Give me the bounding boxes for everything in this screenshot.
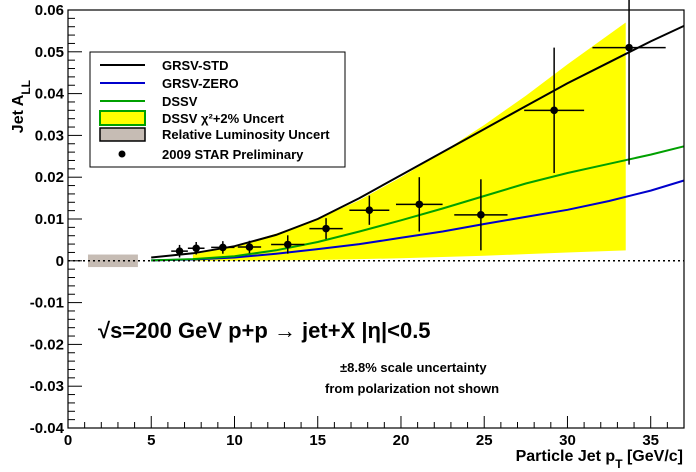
data-marker [219,244,227,252]
legend-label-band: DSSV χ²+2% Uncert [162,111,285,126]
x-tick-label: 15 [309,432,326,449]
data-marker [176,247,184,255]
y-tick-label: 0.05 [35,44,64,61]
legend-swatch-lumi [100,128,145,141]
data-marker [550,107,558,115]
legend-label-dssv: DSSV [162,94,198,109]
data-marker [366,206,374,214]
lumi-box-layer [88,255,138,268]
relative-luminosity-box [88,255,138,268]
y-tick-label: 0.03 [35,127,64,144]
y-tick-label: 0.04 [35,86,65,103]
x-tick-label: 10 [226,432,243,449]
legend-label-grsv-std: GRSV-STD [162,58,228,73]
y-tick-label: 0.06 [35,2,64,19]
x-axis-title: Particle Jet pT [GeV/c] [516,448,683,471]
x-tick-label: 0 [64,432,72,449]
data-marker [284,241,292,249]
y-tick-label: -0.04 [30,420,65,437]
y-axis-title: Jet ALL [10,80,33,133]
y-tick-label: -0.02 [30,336,64,353]
scale-uncertainty-line1: ±8.8% scale uncertainty [340,360,487,375]
legend-label-lumi: Relative Luminosity Uncert [162,127,330,142]
x-tick-label: 5 [147,432,155,449]
x-tick-label: 35 [642,432,659,449]
data-marker [415,201,423,209]
y-axis-title-main: Jet A [10,94,27,133]
chart: 0 5 10 15 20 25 30 35 -0.04 -0.03 -0.02 -0.01 0 0.01 0… [0,0,696,472]
y-tick-label: 0.02 [35,169,64,186]
x-axis-title-main: Particle Jet p [516,448,616,465]
legend-swatch-band [100,111,145,125]
data-marker [246,243,254,251]
legend-swatch-points [119,151,126,158]
scale-uncertainty-line2: from polarization not shown [325,381,499,396]
y-tick-label: -0.01 [30,295,64,312]
kinematics-annotation: √s=200 GeV p+p → jet+X |η|<0.5 [98,318,431,343]
legend-label-points: 2009 STAR Preliminary [162,147,304,162]
x-tick-label: 20 [393,432,410,449]
data-marker [322,225,330,233]
y-tick-label: 0.01 [35,211,64,228]
data-marker [625,44,633,52]
x-tick-label: 25 [476,432,493,449]
y-tick-label: 0 [56,253,64,270]
legend: GRSV-STD GRSV-ZERO DSSV DSSV χ²+2% Uncer… [90,52,345,167]
x-tick-label: 30 [559,432,576,449]
data-marker [477,211,485,219]
y-tick-label: -0.03 [30,378,64,395]
legend-label-grsv-zero: GRSV-ZERO [162,76,239,91]
x-axis-title-units: [GeV/c] [623,448,683,465]
data-marker [192,244,200,252]
y-axis-title-sub: LL [19,80,33,95]
